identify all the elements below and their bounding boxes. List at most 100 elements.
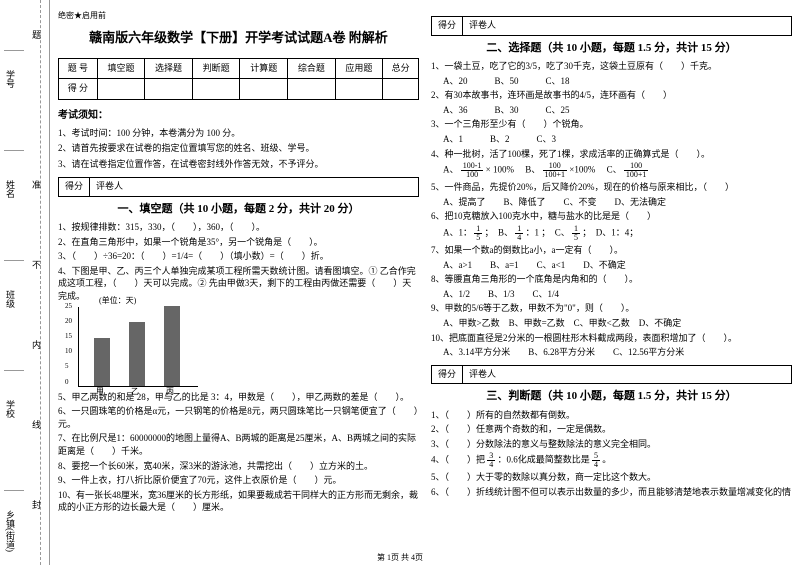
q1-1: 1、按规律排数：315，330，（ ），360，（ ）。 [58, 221, 419, 234]
q3-1: 1、（ ）所有的自然数都有倒数。 [431, 409, 792, 422]
bind-label-name: 姓名 [4, 180, 17, 198]
td [97, 79, 145, 100]
reviewer-label: 评卷人 [463, 366, 502, 384]
score-label: 得分 [432, 17, 463, 35]
q2-6: 6、把10克糖放入100克水中，糖与盐水的比是是（ ） [431, 210, 792, 223]
q3-6: 6、（ ）折线统计图不但可以表示出数量的多少，而且能够清楚地表示数量增减变化的情 [431, 486, 792, 499]
scorer-box: 得分 评卷人 [431, 16, 792, 36]
opt-c: ：1 ； C、 [526, 228, 570, 238]
seal-mark: 线 [30, 420, 43, 429]
th: 应用题 [335, 58, 383, 79]
bind-label-township: 乡镇(街道) [4, 510, 17, 552]
frac: 100100+1 [543, 162, 568, 179]
exam-title: 赣南版六年级数学【下册】开学考试试题A卷 附解析 [58, 28, 419, 48]
xcat: 乙 [131, 386, 139, 398]
frac: 100-1100 [461, 162, 484, 179]
q2-3: 3、一个三角形至少有（ ）个锐角。 [431, 118, 792, 131]
frac: 34 [487, 452, 495, 469]
opt-d: ； D、1：4； [582, 228, 638, 238]
q2-10-opts: A、3.14平方分米 B、6.28平方分米 C、12.56平方分米 [443, 346, 792, 359]
frac: 14 [515, 225, 523, 242]
q2-6-opts: A、1： 15 ； B、 14 ：1 ； C、 15 ； D、1：4； [443, 225, 792, 242]
q2-3-opts: A、1 B、2 C、3 [443, 133, 792, 146]
opt-c: C、 [607, 165, 622, 175]
q2-10: 10、把底面直径是2分米的一根圆柱形木料截成两段，表面积增加了（ ）。 [431, 332, 792, 345]
xcat: 甲 [96, 386, 104, 398]
frac: 100100+1 [624, 162, 649, 179]
q2-8-opts: A、1/2 B、1/3 C、1/4 [443, 288, 792, 301]
score-label: 得分 [432, 366, 463, 384]
bind-line [4, 370, 24, 371]
q3-4c: 。 [602, 455, 611, 465]
confidential-label: 绝密★启用前 [58, 10, 419, 22]
suffix: ×100% [569, 165, 595, 175]
seal-mark: 内 [30, 340, 43, 349]
table-row: 得 分 [59, 79, 419, 100]
q3-3: 3、（ ）分数除法的意义与整数除法的意义完全相同。 [431, 438, 792, 451]
q3-5: 5、（ ）大于零的数除以真分数，商一定比这个数大。 [431, 471, 792, 484]
q1-8: 8、要挖一个长60米，宽40米，深3米的游泳池，共需挖出（ ）立方米的土。 [58, 460, 419, 473]
notice-item: 1、考试时间：100 分钟，本卷满分为 100 分。 [58, 127, 419, 141]
q1-9: 9、一件上衣，打八折比原价便宜了70元，这件上衣原价是（ ）元。 [58, 474, 419, 487]
binding-margin: 乡镇(街道) 学校 班级 姓名 学号 封 线 内 不 准 题 [0, 0, 50, 565]
ytick: 15 [65, 331, 72, 342]
chart-title: (单位：天) [99, 295, 136, 307]
q1-10: 10、有一张长48厘米，宽36厘米的长方形纸，如果要裁成若干同样大的正方形而无剩… [58, 489, 419, 514]
seal-mark: 不 [30, 260, 43, 269]
reviewer-label: 评卷人 [463, 17, 502, 35]
q2-1: 1、一袋土豆，吃了它的3/5，吃了30千克，这袋土豆原有（ ）千克。 [431, 60, 792, 73]
q2-1-opts: A、20 B、50 C、18 [443, 75, 792, 88]
reviewer-label: 评卷人 [90, 178, 129, 196]
th: 总分 [383, 58, 419, 79]
th: 计算题 [240, 58, 288, 79]
bind-label-class: 班级 [4, 290, 17, 308]
bind-label-id: 学号 [4, 70, 17, 88]
bar-bing [164, 306, 180, 386]
q2-8: 8、等腰直角三角形的一个底角是内角和的（ ）。 [431, 273, 792, 286]
q1-5: 5、甲乙两数的和是 28，甲与乙的比是 3：4，甲数是（ ），甲乙两数的差是（ … [58, 391, 419, 404]
q2-7: 7、如果一个数a的倒数比a小，a一定有（ ）。 [431, 244, 792, 257]
seal-mark: 封 [30, 500, 43, 509]
q3-4a: 4、（ ）把 [431, 455, 485, 465]
opt-a: A、1： [443, 228, 472, 238]
section1-title: 一、填空题（共 10 小题，每题 2 分，共计 20 分） [58, 201, 419, 218]
seal-mark: 准 [30, 180, 43, 189]
q2-7-opts: A、a>1 B、a=1 C、a<1 D、不确定 [443, 259, 792, 272]
th: 综合题 [288, 58, 336, 79]
bind-line [4, 490, 24, 491]
td [335, 79, 383, 100]
bar-jia [94, 338, 110, 386]
ytick: 25 [65, 301, 72, 312]
xcat: 丙 [166, 386, 174, 398]
td [240, 79, 288, 100]
ytick: 0 [65, 377, 69, 388]
bind-line [4, 150, 24, 151]
ytick: 10 [65, 346, 72, 357]
td: 得 分 [59, 79, 98, 100]
section2-title: 二、选择题（共 10 小题，每题 1.5 分，共计 15 分） [431, 40, 792, 57]
seal-mark: 题 [30, 30, 43, 39]
bind-line [4, 50, 24, 51]
td [145, 79, 193, 100]
q3-2: 2、（ ）任意两个奇数的和，一定是偶数。 [431, 423, 792, 436]
q1-2: 2、在直角三角形中，如果一个锐角是35°，另一个锐角是（ ）。 [58, 236, 419, 249]
q1-7: 7、在比例尺是1：60000000的地图上量得A、B两城的距离是25厘米，A、B… [58, 432, 419, 457]
q1-3: 3、（ ）÷36=20：（ ）=1/4=（ ）（填小数）=（ ）折。 [58, 250, 419, 263]
bar-chart: (单位：天) 25 20 15 10 5 0 甲 乙 丙 [78, 307, 198, 387]
th: 判断题 [192, 58, 240, 79]
content-area: 绝密★启用前 赣南版六年级数学【下册】开学考试试题A卷 附解析 题 号 填空题 … [50, 0, 800, 565]
page-footer: 第 1页 共 4页 [0, 552, 800, 563]
th: 填空题 [97, 58, 145, 79]
frac: 15 [572, 225, 580, 242]
q2-2-opts: A、36 B、30 C、25 [443, 104, 792, 117]
frac: 54 [592, 452, 600, 469]
opt-a: A、 [443, 165, 459, 175]
th: 题 号 [59, 58, 98, 79]
scorer-box: 得分 评卷人 [58, 177, 419, 197]
q2-4-opts: A、 100-1100 × 100% B、 100100+1 ×100% C、 … [443, 162, 792, 179]
th: 选择题 [145, 58, 193, 79]
opt-b: ； B、 [485, 228, 514, 238]
td [192, 79, 240, 100]
score-table: 题 号 填空题 选择题 判断题 计算题 综合题 应用题 总分 得 分 [58, 58, 419, 100]
q2-2: 2、有30本故事书，连环画是故事书的4/5，连环画有（ ） [431, 89, 792, 102]
